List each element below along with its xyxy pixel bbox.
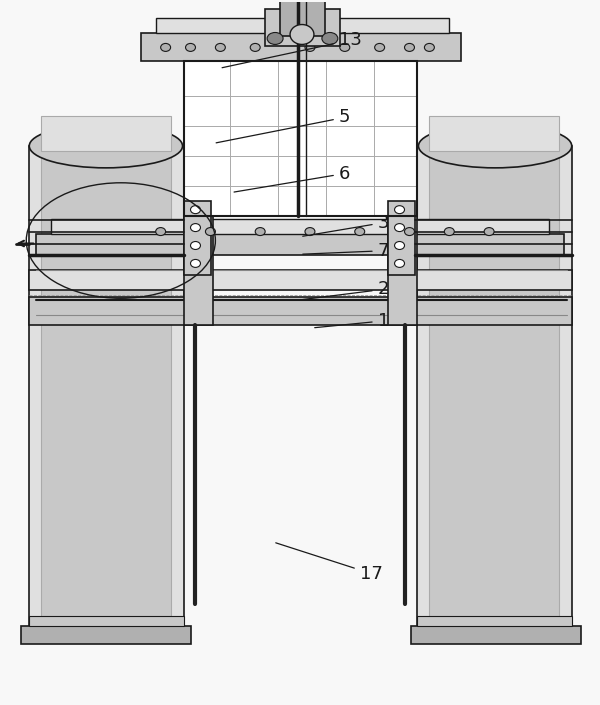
Ellipse shape xyxy=(191,223,200,231)
Bar xyxy=(388,211,418,325)
Ellipse shape xyxy=(205,228,215,235)
Ellipse shape xyxy=(355,228,365,235)
Ellipse shape xyxy=(395,259,404,267)
Bar xyxy=(41,156,170,624)
Bar xyxy=(265,8,340,47)
Text: 6: 6 xyxy=(234,164,350,192)
Bar xyxy=(51,219,549,233)
Bar xyxy=(21,626,191,644)
Ellipse shape xyxy=(290,25,314,44)
Ellipse shape xyxy=(305,44,315,51)
Bar xyxy=(29,271,572,290)
Ellipse shape xyxy=(374,44,385,51)
Bar xyxy=(418,146,572,634)
Ellipse shape xyxy=(161,44,170,51)
Bar xyxy=(388,201,415,276)
Text: 17: 17 xyxy=(276,543,383,582)
Ellipse shape xyxy=(191,242,200,250)
Ellipse shape xyxy=(322,32,338,44)
Bar xyxy=(29,615,184,626)
Ellipse shape xyxy=(215,44,226,51)
Text: 13: 13 xyxy=(222,31,362,68)
Ellipse shape xyxy=(445,228,454,235)
Ellipse shape xyxy=(395,223,404,231)
Bar xyxy=(29,146,184,634)
Ellipse shape xyxy=(484,228,494,235)
Ellipse shape xyxy=(305,228,315,235)
Text: 7: 7 xyxy=(303,242,389,259)
Ellipse shape xyxy=(255,228,265,235)
Ellipse shape xyxy=(191,259,200,267)
Ellipse shape xyxy=(29,124,182,168)
Ellipse shape xyxy=(155,228,166,235)
Ellipse shape xyxy=(191,206,200,214)
Ellipse shape xyxy=(267,32,283,44)
Text: 1: 1 xyxy=(315,312,389,330)
Bar xyxy=(430,116,559,151)
Bar xyxy=(29,298,572,325)
Ellipse shape xyxy=(395,206,404,214)
Bar xyxy=(184,211,214,325)
Ellipse shape xyxy=(418,124,572,168)
Ellipse shape xyxy=(424,44,434,51)
Text: 2: 2 xyxy=(303,281,389,300)
Bar xyxy=(430,156,559,624)
Text: 3: 3 xyxy=(303,214,389,236)
Bar xyxy=(184,201,211,276)
Ellipse shape xyxy=(185,44,196,51)
Bar xyxy=(184,61,418,216)
Ellipse shape xyxy=(404,44,415,51)
Ellipse shape xyxy=(340,44,350,51)
Bar xyxy=(41,116,170,151)
Ellipse shape xyxy=(404,228,415,235)
Text: 5: 5 xyxy=(216,109,350,143)
Ellipse shape xyxy=(395,242,404,250)
Bar xyxy=(280,0,325,37)
Bar xyxy=(141,33,461,61)
Ellipse shape xyxy=(250,44,260,51)
Bar xyxy=(184,61,418,216)
Bar xyxy=(155,18,449,33)
Bar xyxy=(412,626,581,644)
Bar xyxy=(418,615,572,626)
Bar xyxy=(36,233,564,255)
